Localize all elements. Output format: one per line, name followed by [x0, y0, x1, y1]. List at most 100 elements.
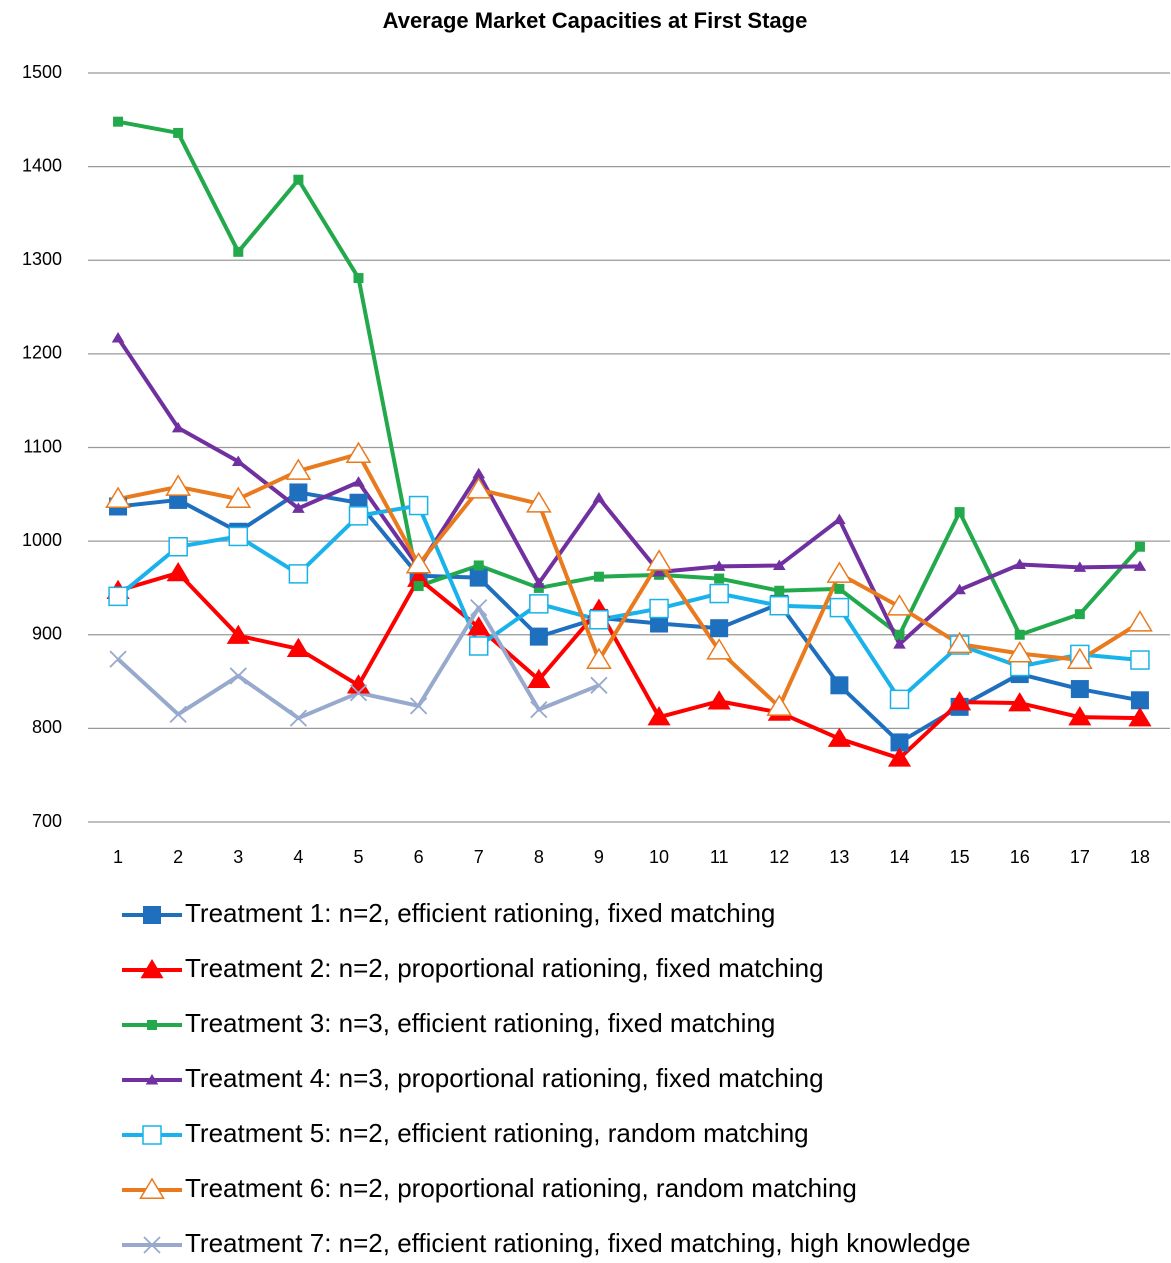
marker — [946, 631, 973, 654]
marker — [1134, 541, 1145, 552]
y-tick-label: 1500 — [22, 62, 62, 82]
marker — [833, 513, 846, 525]
marker — [285, 458, 312, 480]
marker — [408, 495, 429, 516]
marker — [173, 127, 184, 138]
marker — [226, 624, 250, 644]
marker — [233, 246, 244, 257]
marker — [407, 567, 431, 587]
legend-label: Treatment 7: n=2, efficient rationing, f… — [185, 1228, 971, 1258]
marker — [113, 116, 124, 127]
marker — [593, 571, 604, 582]
legend-label: Treatment 2: n=2, proportional rationing… — [185, 953, 824, 983]
marker — [169, 705, 187, 723]
marker — [108, 586, 128, 607]
x-tick-label: 16 — [1010, 847, 1030, 867]
legend-label: Treatment 1: n=2, efficient rationing, f… — [185, 898, 775, 928]
marker — [346, 674, 371, 694]
x-tick-label: 12 — [769, 847, 789, 867]
marker — [352, 476, 365, 487]
legend-marker — [145, 1074, 159, 1085]
x-tick-label: 13 — [829, 847, 849, 867]
y-tick-label: 1300 — [22, 249, 62, 269]
marker — [647, 706, 671, 726]
marker — [289, 483, 308, 502]
legend-marker — [142, 1125, 162, 1145]
marker — [409, 697, 428, 715]
y-tick-label: 900 — [32, 624, 62, 644]
marker — [710, 619, 729, 638]
marker — [1128, 707, 1152, 727]
marker — [468, 636, 489, 656]
marker — [1008, 692, 1032, 712]
marker — [168, 536, 188, 557]
marker — [171, 421, 185, 433]
marker — [886, 594, 913, 616]
x-tick-label: 14 — [889, 847, 909, 867]
marker — [589, 610, 609, 630]
marker — [714, 573, 725, 584]
marker — [586, 647, 612, 670]
marker — [887, 747, 912, 767]
marker — [772, 559, 786, 570]
marker — [165, 474, 192, 496]
marker — [288, 564, 309, 584]
x-tick-label: 2 — [173, 847, 183, 867]
marker — [228, 526, 249, 547]
marker — [652, 566, 666, 577]
marker — [709, 583, 729, 604]
marker — [1127, 610, 1153, 632]
legend-label: Treatment 6: n=2, proportional rationing… — [185, 1173, 857, 1203]
marker — [111, 331, 125, 343]
marker — [405, 552, 432, 574]
marker — [894, 629, 905, 640]
marker — [829, 597, 850, 618]
marker — [229, 667, 247, 685]
x-tick-label: 8 — [534, 847, 544, 867]
marker — [1070, 680, 1089, 699]
marker — [769, 595, 790, 616]
marker — [473, 560, 484, 571]
marker — [353, 273, 364, 284]
marker — [345, 441, 372, 464]
marker — [890, 733, 909, 752]
marker — [649, 598, 669, 619]
marker — [1074, 609, 1085, 620]
series-line — [117, 490, 1141, 745]
x-tick-label: 3 — [233, 847, 243, 867]
y-tick-label: 1200 — [22, 343, 62, 363]
marker — [529, 627, 548, 646]
x-tick-label: 5 — [353, 847, 363, 867]
legend-marker — [140, 959, 164, 979]
legend-label: Treatment 5: n=2, efficient rationing, r… — [185, 1118, 809, 1148]
marker — [529, 594, 549, 614]
marker — [465, 477, 492, 499]
marker — [1130, 691, 1149, 710]
series-line — [116, 336, 1140, 647]
marker — [413, 581, 424, 592]
y-tick-label: 1000 — [22, 530, 62, 550]
x-tick-label: 18 — [1130, 847, 1150, 867]
marker — [348, 506, 369, 526]
marker — [1130, 650, 1150, 670]
marker — [953, 583, 966, 595]
marker — [109, 650, 127, 668]
marker — [774, 585, 785, 596]
marker — [292, 502, 305, 513]
marker — [1066, 647, 1093, 670]
marker — [532, 577, 546, 588]
marker — [834, 583, 845, 594]
marker — [293, 174, 304, 185]
marker — [830, 676, 849, 695]
marker — [766, 694, 793, 716]
x-tick-label: 10 — [649, 847, 669, 867]
legend-marker — [143, 1236, 161, 1254]
x-tick-label: 4 — [293, 847, 303, 867]
marker — [469, 568, 488, 587]
marker — [650, 614, 669, 633]
legend-marker — [147, 1020, 157, 1030]
marker — [527, 668, 551, 688]
marker — [231, 455, 245, 467]
y-tick-label: 1400 — [22, 155, 62, 175]
y-tick-label: 800 — [32, 717, 62, 737]
